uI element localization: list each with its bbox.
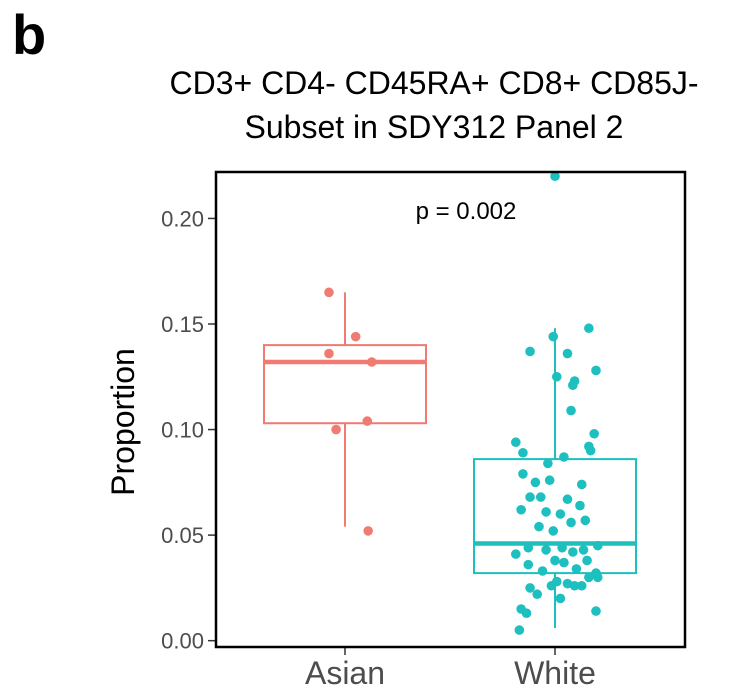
data-point — [555, 593, 566, 604]
point-group — [324, 171, 603, 635]
data-point — [510, 437, 521, 448]
data-point — [569, 376, 580, 386]
x-axis-ticks: Asian White — [305, 647, 596, 691]
plot-frame — [214, 170, 687, 649]
data-point — [582, 555, 592, 566]
data-point — [566, 517, 576, 528]
data-point — [363, 526, 373, 536]
data-point — [569, 580, 580, 591]
data-point — [537, 566, 548, 576]
data-point — [576, 479, 587, 490]
data-point — [350, 331, 361, 342]
y-tick-label: 0.00 — [161, 629, 204, 654]
y-tick-label: 0.05 — [161, 523, 204, 548]
data-point — [591, 365, 601, 376]
x-tick-label: White — [514, 655, 596, 691]
data-point — [516, 504, 526, 515]
data-point — [584, 572, 594, 583]
data-point — [566, 405, 576, 416]
y-axis-label: Proportion — [105, 348, 141, 496]
y-axis-ticks: 0.00 0.05 0.10 0.15 0.20 — [161, 206, 216, 654]
data-point — [559, 452, 569, 462]
data-point — [571, 564, 582, 574]
data-point — [366, 357, 377, 367]
data-point — [584, 323, 594, 334]
data-point — [523, 559, 534, 570]
data-point — [521, 608, 532, 619]
data-point — [324, 348, 334, 359]
data-point — [534, 521, 544, 532]
data-point — [541, 507, 551, 517]
data-point — [532, 589, 542, 600]
data-point — [331, 424, 341, 435]
data-point — [591, 606, 601, 616]
data-point — [525, 583, 535, 593]
data-point — [548, 331, 559, 342]
data-point — [324, 287, 334, 298]
y-tick-label: 0.10 — [161, 418, 204, 443]
data-point — [546, 580, 557, 591]
data-point — [551, 371, 562, 382]
data-point — [568, 547, 578, 557]
data-point — [562, 348, 573, 359]
data-point — [576, 580, 587, 591]
data-point — [548, 526, 559, 536]
box-iqr — [263, 344, 427, 425]
data-point — [550, 555, 560, 566]
data-point — [541, 545, 551, 555]
data-point — [514, 625, 525, 635]
data-point — [555, 509, 566, 519]
chart-title-line-1: CD3+ CD4- CD45RA+ CD8+ CD85J- — [169, 65, 698, 101]
data-point — [530, 477, 541, 488]
data-point — [525, 346, 535, 357]
box-group — [263, 292, 637, 628]
data-point — [559, 557, 569, 568]
data-point — [544, 475, 555, 486]
data-point — [510, 549, 521, 559]
x-tick-label: Asian — [305, 655, 385, 691]
data-point — [585, 445, 596, 456]
data-point — [592, 572, 603, 583]
data-point — [543, 458, 553, 469]
data-point — [550, 171, 560, 182]
y-tick-label: 0.15 — [161, 312, 204, 337]
data-point — [523, 542, 534, 553]
data-point — [578, 545, 589, 555]
box-iqr — [473, 458, 637, 575]
data-point — [592, 540, 603, 551]
data-point — [575, 500, 585, 511]
chart-title: CD3+ CD4- CD45RA+ CD8+ CD85J- Subset in … — [169, 65, 698, 145]
data-point — [562, 494, 573, 505]
panel-label: b — [12, 3, 47, 66]
data-point — [589, 428, 600, 439]
chart-title-line-2: Subset in SDY312 Panel 2 — [245, 109, 624, 145]
data-point — [518, 447, 528, 458]
data-point — [362, 416, 373, 426]
data-point — [525, 492, 535, 502]
data-point — [535, 492, 546, 502]
data-point — [557, 542, 567, 553]
p-value-annotation: p = 0.002 — [416, 198, 517, 225]
y-tick-label: 0.20 — [161, 206, 204, 231]
data-point — [580, 515, 591, 526]
data-point — [518, 469, 528, 479]
